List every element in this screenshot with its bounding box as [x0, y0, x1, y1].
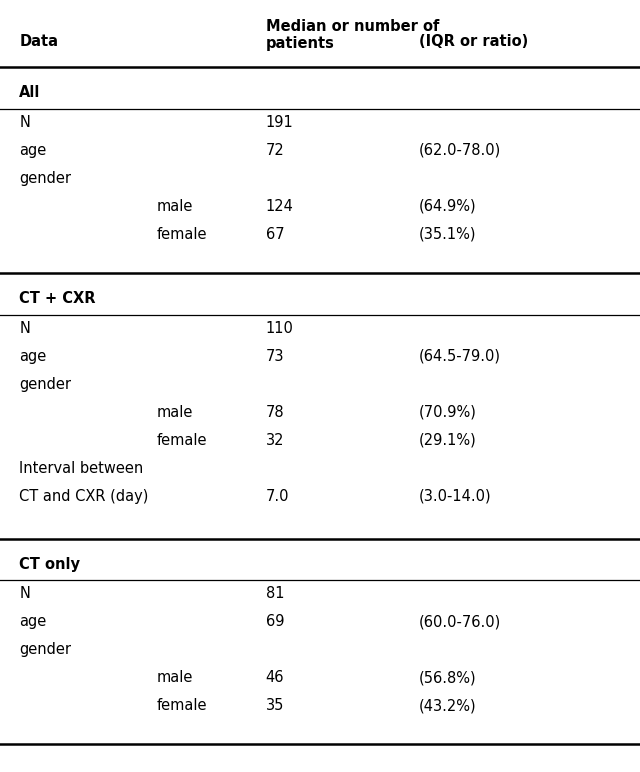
- Text: male: male: [157, 670, 193, 686]
- Text: female: female: [157, 432, 207, 448]
- Text: 73: 73: [266, 349, 284, 364]
- Text: N: N: [19, 320, 30, 336]
- Text: CT + CXR: CT + CXR: [19, 291, 96, 306]
- Text: N: N: [19, 115, 30, 130]
- Text: (64.9%): (64.9%): [419, 199, 477, 214]
- Text: 35: 35: [266, 699, 284, 713]
- Text: 46: 46: [266, 670, 284, 686]
- Text: (29.1%): (29.1%): [419, 432, 477, 448]
- Text: 69: 69: [266, 615, 284, 629]
- Text: gender: gender: [19, 642, 71, 658]
- Text: male: male: [157, 405, 193, 420]
- Text: age: age: [19, 615, 47, 629]
- Text: (62.0-78.0): (62.0-78.0): [419, 143, 502, 157]
- Text: (43.2%): (43.2%): [419, 699, 477, 713]
- Text: female: female: [157, 227, 207, 242]
- Text: 191: 191: [266, 115, 293, 130]
- Text: (IQR or ratio): (IQR or ratio): [419, 33, 529, 49]
- Text: (3.0-14.0): (3.0-14.0): [419, 489, 492, 503]
- Text: female: female: [157, 699, 207, 713]
- Text: (60.0-76.0): (60.0-76.0): [419, 615, 502, 629]
- Text: 78: 78: [266, 405, 284, 420]
- Text: (56.8%): (56.8%): [419, 670, 477, 686]
- Text: 67: 67: [266, 227, 284, 242]
- Text: (64.5-79.0): (64.5-79.0): [419, 349, 501, 364]
- Text: 110: 110: [266, 320, 294, 336]
- Text: CT only: CT only: [19, 557, 80, 571]
- Text: 7.0: 7.0: [266, 489, 289, 503]
- Text: (70.9%): (70.9%): [419, 405, 477, 420]
- Text: Data: Data: [19, 33, 58, 49]
- Text: (35.1%): (35.1%): [419, 227, 477, 242]
- Text: male: male: [157, 199, 193, 214]
- Text: CT and CXR (day): CT and CXR (day): [19, 489, 148, 503]
- Text: Interval between: Interval between: [19, 461, 143, 476]
- Text: 72: 72: [266, 143, 284, 157]
- Text: age: age: [19, 349, 47, 364]
- Text: N: N: [19, 587, 30, 601]
- Text: 32: 32: [266, 432, 284, 448]
- Text: age: age: [19, 143, 47, 157]
- Text: gender: gender: [19, 171, 71, 186]
- Text: gender: gender: [19, 377, 71, 391]
- Text: Median or number of
patients: Median or number of patients: [266, 19, 439, 52]
- Text: 81: 81: [266, 587, 284, 601]
- Text: 124: 124: [266, 199, 294, 214]
- Text: All: All: [19, 85, 40, 100]
